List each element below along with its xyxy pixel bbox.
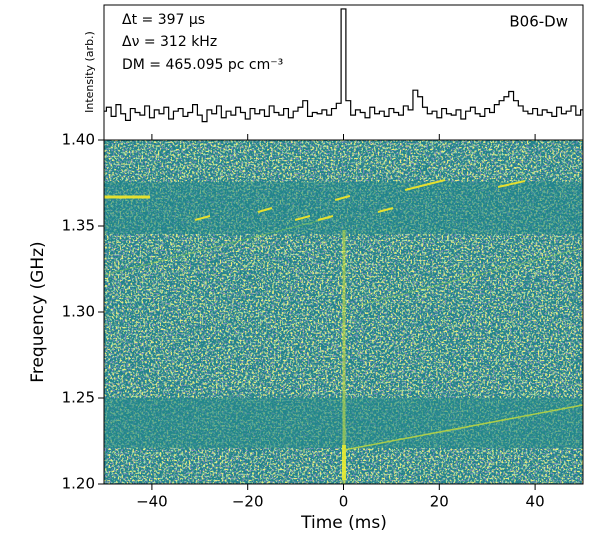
rfi-streak [497,180,526,188]
y-tick-label: 1.35 [62,217,95,235]
waterfall [103,140,584,484]
annotation: Δt = 397 μs [122,12,205,28]
rfi-streak [317,215,334,221]
annotation: DM = 465.095 pc cm⁻³ [122,57,283,73]
quiet-band [104,182,583,234]
x-tick-label: 40 [526,493,545,511]
rfi-streak [359,247,584,306]
x-tick-label: 0 [339,493,349,511]
rfi-streak [103,217,331,276]
source-label: B06-Dw [509,13,568,31]
x-axis-label: Time (ms) [300,513,387,533]
x-tick-label: −20 [232,493,264,511]
rfi-streak [194,215,211,221]
x-tick-label: −40 [136,493,168,511]
y-tick-label: 1.25 [62,389,95,407]
rfi-streak [257,207,273,213]
y-tick-label: 1.20 [62,475,95,493]
rfi-streak [334,195,351,201]
rfi-streak [377,207,394,213]
annotation: Δν = 312 kHz [122,34,217,50]
y-tick-label: 1.40 [62,131,95,149]
x-tick-label: 20 [430,493,449,511]
rfi-streak [343,404,584,451]
rfi-streak [404,179,446,191]
rfi-streak [294,215,311,221]
profile-line [104,8,583,123]
profile-ylabel: Intensity (arb.) [83,31,96,113]
y-tick-label: 1.30 [62,303,95,321]
y-axis-label: Frequency (GHz) [28,241,48,382]
